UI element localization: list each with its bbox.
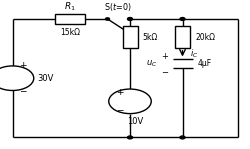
Circle shape xyxy=(128,18,132,20)
Text: $u_C$: $u_C$ xyxy=(146,59,158,69)
Text: 15kΩ: 15kΩ xyxy=(60,28,80,37)
Text: −: − xyxy=(162,68,168,77)
Bar xyxy=(175,26,190,48)
Text: 10V: 10V xyxy=(127,117,143,126)
Circle shape xyxy=(109,89,151,114)
Circle shape xyxy=(128,136,132,139)
Text: S($t$=0): S($t$=0) xyxy=(104,1,131,13)
Text: −: − xyxy=(116,105,124,114)
Text: +: + xyxy=(19,61,26,70)
Text: 4μF: 4μF xyxy=(198,59,211,68)
Text: 20kΩ: 20kΩ xyxy=(195,32,215,42)
Text: −: − xyxy=(19,87,26,96)
Bar xyxy=(122,26,138,48)
Text: 30V: 30V xyxy=(38,74,54,83)
Text: +: + xyxy=(162,52,168,61)
Bar xyxy=(55,14,85,24)
Circle shape xyxy=(180,136,185,139)
Circle shape xyxy=(0,66,34,90)
Text: +: + xyxy=(116,88,124,97)
Circle shape xyxy=(180,18,185,20)
Text: $R_1$: $R_1$ xyxy=(64,0,76,13)
Text: $i_C$: $i_C$ xyxy=(190,47,198,60)
Text: 5kΩ: 5kΩ xyxy=(142,32,158,42)
Circle shape xyxy=(106,18,110,20)
